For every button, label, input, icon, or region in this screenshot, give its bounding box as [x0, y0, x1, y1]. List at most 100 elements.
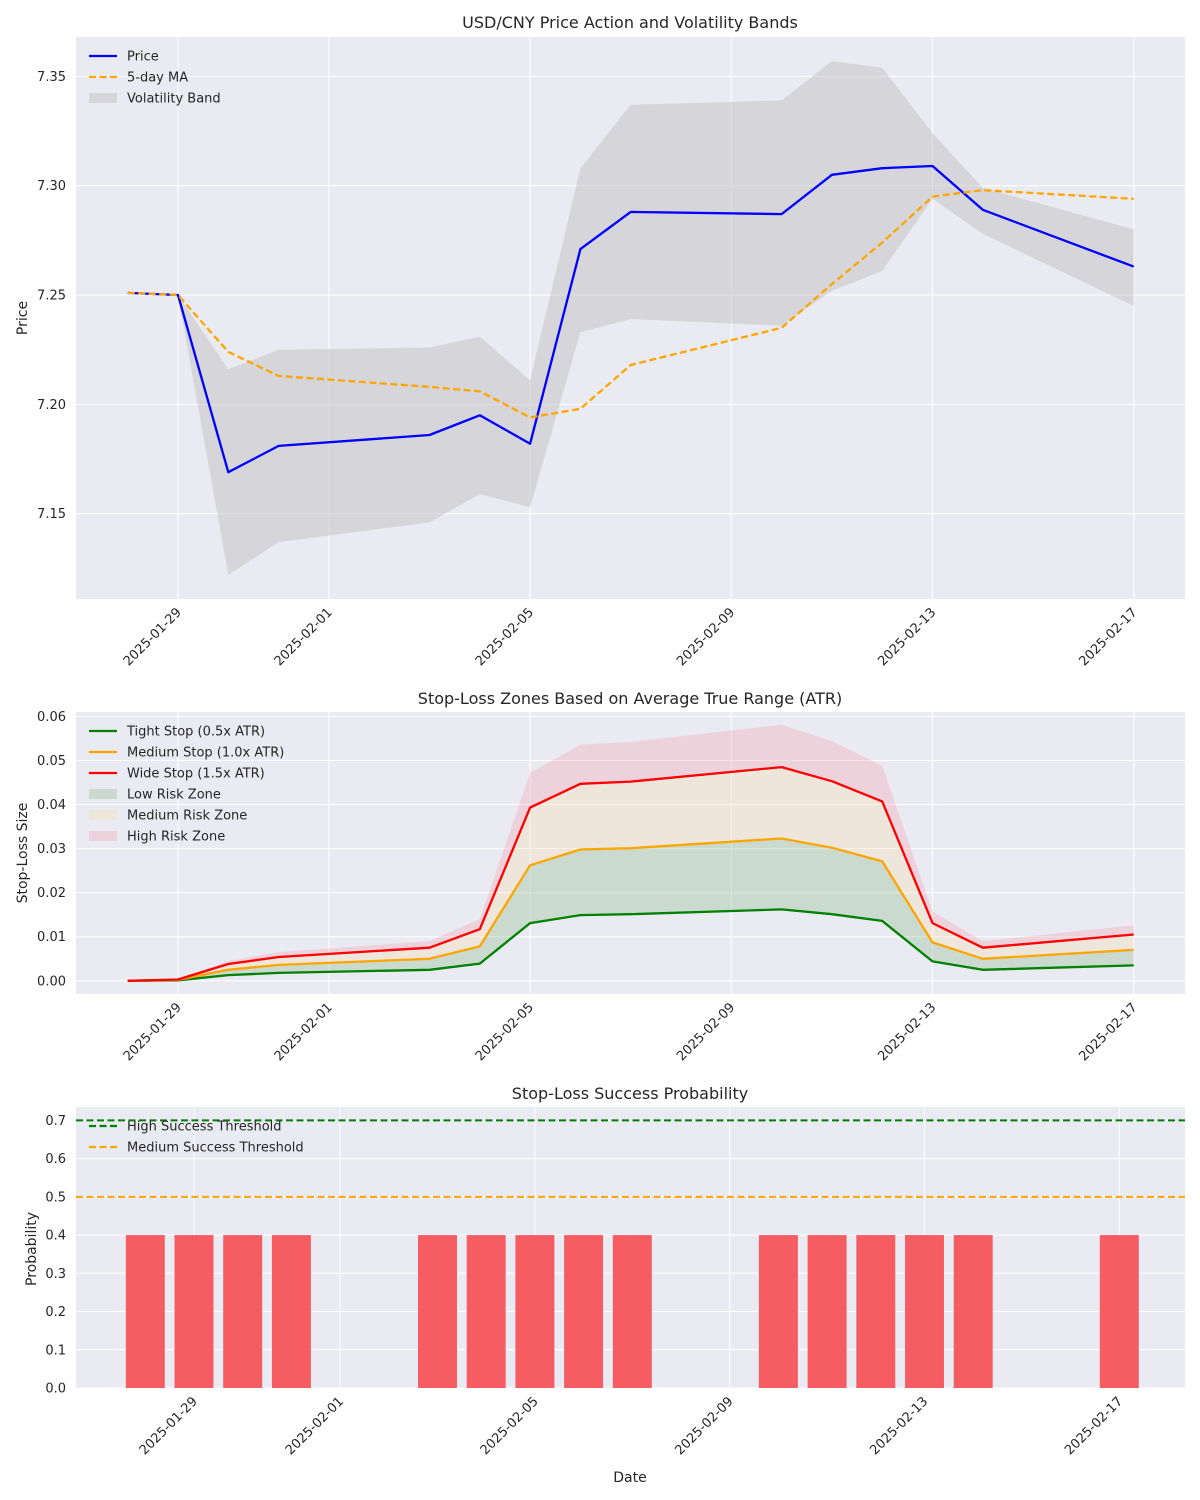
marks [127, 61, 1135, 575]
chart-title: Stop-Loss Success Probability [512, 1084, 748, 1103]
x-tick-label: 2025-02-05 [473, 1000, 537, 1064]
x-tick-label: 2025-01-29 [121, 605, 185, 669]
x-tick-label: 2025-01-29 [137, 1394, 201, 1458]
probability-bar [223, 1235, 263, 1388]
y-axis-label: Probability [24, 1212, 40, 1286]
x-tick-label: 2025-02-05 [478, 1394, 542, 1458]
stop-line [127, 765, 1134, 982]
y-tick-label: 0.0 [45, 1382, 66, 1397]
y-tick-label: 0.2 [45, 1305, 66, 1320]
x-ticks: 2025-01-29 2025-02-01 2025-02-05 2025-02-09… [121, 1000, 1141, 1064]
x-axis-label: Date [613, 1470, 646, 1486]
x-tick-label: 2025-02-17 [1076, 1000, 1140, 1064]
y-tick-label: 0.03 [37, 842, 66, 857]
probability-bar [905, 1235, 944, 1388]
x-tick-label: 2025-02-09 [674, 1000, 738, 1064]
stop-line [127, 908, 1134, 982]
legend-swatch [89, 831, 117, 841]
legend-swatch [89, 810, 117, 820]
y-tick-label: 0.7 [45, 1114, 66, 1129]
legend-label: High Risk Zone [127, 830, 225, 845]
probability-chart: Stop-Loss Success Probability Probabilit… [24, 1084, 1185, 1486]
x-tick-label: 2025-02-17 [1062, 1394, 1126, 1458]
y-tick-label: 0.04 [37, 798, 66, 813]
x-tick-label: 2025-02-01 [272, 1000, 336, 1064]
probability-bar [418, 1235, 457, 1388]
probability-bar [564, 1235, 604, 1388]
chart-title: USD/CNY Price Action and Volatility Band… [462, 13, 798, 32]
y-tick-label: 7.30 [37, 179, 66, 194]
y-tick-label: 7.35 [37, 70, 66, 85]
y-tick-label: 0.02 [37, 886, 66, 901]
y-tick-label: 0.6 [45, 1152, 66, 1167]
y-tick-label: 0.00 [37, 974, 66, 989]
legend-label: High Success Threshold [127, 1120, 282, 1135]
y-axis-label: Stop-Loss Size [15, 803, 31, 904]
stoploss-chart: Stop-Loss Zones Based on Average True Ra… [15, 689, 1185, 1064]
y-tick-label: 0.05 [37, 754, 66, 769]
x-tick-label: 2025-02-13 [875, 605, 939, 669]
price-line [127, 164, 1135, 474]
probability-bar [1099, 1235, 1139, 1388]
legend-label: Price [127, 50, 159, 65]
x-ticks: 2025-01-29 2025-02-01 2025-02-05 2025-02-09… [137, 1394, 1126, 1458]
y-tick-label: 0.3 [45, 1267, 66, 1282]
y-axis-label: Price [15, 301, 31, 335]
legend: Tight Stop (0.5x ATR) Medium Stop (1.0x A… [89, 725, 284, 845]
legend-label: Medium Success Threshold [127, 1141, 304, 1156]
probability-bar [466, 1235, 506, 1388]
probability-bar [758, 1235, 798, 1388]
y-tick-label: 0.06 [37, 710, 66, 725]
stop-line [127, 837, 1134, 982]
x-tick-label: 2025-02-13 [875, 1000, 939, 1064]
plot-area [76, 37, 1185, 599]
x-tick-label: 2025-01-29 [121, 1000, 185, 1064]
marks [76, 1119, 1185, 1388]
y-tick-label: 7.20 [37, 398, 66, 413]
y-ticks: 0.0 0.1 0.2 0.3 0.4 0.5 0.6 0.7 [45, 1114, 66, 1397]
probability-bar [612, 1235, 652, 1388]
legend-label: Medium Stop (1.0x ATR) [127, 746, 284, 761]
risk-zone [127, 767, 1134, 981]
y-tick-label: 0.1 [45, 1343, 66, 1358]
probability-bar [807, 1235, 847, 1388]
x-tick-label: 2025-02-09 [672, 1394, 736, 1458]
x-ticks: 2025-01-29 2025-02-01 2025-02-05 2025-02-09… [121, 605, 1141, 669]
risk-zone [127, 838, 1134, 981]
y-tick-label: 0.4 [45, 1229, 66, 1244]
probability-bar [953, 1235, 993, 1388]
x-tick-label: 2025-02-17 [1076, 605, 1140, 669]
y-ticks: 7.15 7.20 7.25 7.30 7.35 [37, 70, 66, 522]
legend-label: Volatility Band [127, 92, 221, 107]
grid [76, 37, 1185, 599]
x-tick-label: 2025-02-09 [674, 605, 738, 669]
x-tick-label: 2025-02-01 [272, 605, 336, 669]
y-tick-label: 0.01 [37, 930, 66, 945]
legend: Price 5-day MA Volatility Band [89, 50, 221, 107]
x-tick-label: 2025-02-13 [867, 1394, 931, 1458]
chart-title: Stop-Loss Zones Based on Average True Ra… [418, 689, 842, 708]
probability-bar [271, 1235, 311, 1388]
y-tick-label: 7.15 [37, 507, 66, 522]
y-tick-label: 7.25 [37, 289, 66, 304]
legend-swatch [89, 789, 117, 799]
legend-label: Wide Stop (1.5x ATR) [127, 767, 265, 782]
legend-swatch [89, 93, 117, 103]
probability-bar [515, 1235, 555, 1388]
volatility-band [127, 61, 1134, 575]
legend-label: Medium Risk Zone [127, 809, 247, 824]
legend-label: 5-day MA [127, 71, 188, 86]
legend-label: Tight Stop (0.5x ATR) [126, 725, 265, 740]
risk-zone [127, 724, 1134, 981]
legend: High Success Threshold Medium Success Thr… [89, 1120, 304, 1156]
grid [76, 712, 1185, 994]
marks [127, 724, 1134, 982]
legend-label: Low Risk Zone [127, 788, 221, 803]
y-tick-label: 0.5 [45, 1190, 66, 1205]
probability-bar [856, 1235, 896, 1388]
probability-bar [125, 1235, 165, 1388]
x-tick-label: 2025-02-05 [473, 605, 537, 669]
probability-bar [174, 1235, 214, 1388]
price-chart: USD/CNY Price Action and Volatility Band… [15, 13, 1185, 669]
